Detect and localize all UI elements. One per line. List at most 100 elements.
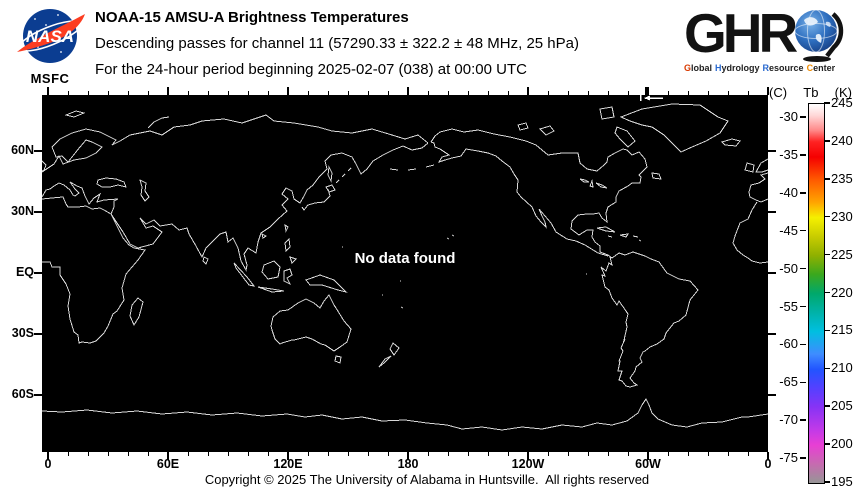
lon-minor-tick-bottom — [668, 452, 669, 456]
lon-label-120W: 120W — [511, 457, 545, 471]
colorbar-quantity-header: Tb — [803, 85, 819, 100]
copyright-text: Copyright © 2025 The University of Alaba… — [204, 472, 650, 487]
celsius-tick — [800, 154, 806, 156]
ghrc-logo: GHR Global Hydrology Resourc — [684, 2, 854, 73]
lon-label-0: 0 — [44, 457, 52, 471]
celsius-tick — [800, 305, 806, 308]
lon-minor-tick-bottom — [568, 452, 569, 456]
lon-tick-top — [287, 87, 289, 95]
lon-minor-tick-bottom — [548, 452, 549, 456]
world-map: No data found — [42, 95, 768, 452]
lat-label-30S: 30S — [11, 325, 34, 340]
lon-minor-tick-bottom — [68, 452, 69, 456]
ghrc-letters: GHR — [684, 2, 798, 64]
lon-minor-tick-bottom — [748, 452, 749, 456]
lon-minor-tick-bottom — [608, 452, 609, 456]
ghrc-subtitle-word: Global — [684, 63, 713, 73]
no-data-message: No data found — [354, 250, 456, 267]
lon-tick-bottom — [767, 452, 769, 460]
lon-minor-tick-bottom — [488, 452, 489, 456]
lat-tick-right — [768, 333, 776, 335]
colorbar-header: (C) Tb (K) — [769, 85, 852, 100]
colorbar — [808, 103, 825, 484]
lon-minor-tick-bottom — [388, 452, 389, 456]
lon-label-0: 0 — [764, 457, 772, 471]
lon-tick-bottom — [47, 452, 49, 460]
lat-tick-left — [34, 272, 42, 274]
lat-tick-right — [768, 394, 776, 396]
nasa-logo: NASA MSFC — [10, 5, 90, 86]
lat-tick-right — [768, 150, 776, 152]
ghrc-subtitle: Global Hydrology Resource Center — [684, 63, 854, 73]
celsius-tick — [800, 192, 806, 194]
kelvin-label-215: 215 — [831, 322, 853, 338]
kelvin-label-235: 235 — [831, 170, 853, 186]
lon-minor-tick-bottom — [148, 452, 149, 456]
ghrc-subtitle-word: Center — [806, 63, 836, 73]
lon-label-180: 180 — [397, 457, 419, 471]
lon-tick-bottom — [287, 452, 289, 460]
scan-marker-top-tick — [645, 87, 647, 95]
lon-tick-bottom — [647, 452, 649, 460]
lon-minor-tick-bottom — [228, 452, 229, 456]
colorbar-kelvin-header: (K) — [834, 85, 852, 100]
lon-minor-tick-bottom — [728, 452, 729, 456]
lon-label-120E: 120E — [273, 457, 303, 471]
coastlines-graphic — [42, 95, 768, 431]
lon-minor-tick-bottom — [248, 452, 249, 456]
lon-minor-tick-bottom — [328, 452, 329, 456]
kelvin-label-225: 225 — [831, 246, 853, 262]
lon-tick-bottom — [527, 452, 529, 460]
page-title: NOAA-15 AMSU-A Brightness Temperatures — [95, 9, 409, 26]
lon-minor-tick-bottom — [368, 452, 369, 456]
kelvin-label-240: 240 — [831, 132, 853, 148]
lat-tick-right — [768, 272, 776, 274]
celsius-tick — [800, 381, 806, 384]
kelvin-label-220: 220 — [831, 284, 853, 300]
lon-minor-tick-bottom — [128, 452, 129, 456]
lat-label-60N: 60N — [11, 143, 34, 157]
lon-tick-bottom — [167, 452, 169, 460]
lon-tick-top — [167, 87, 169, 95]
celsius-label--75: -75 — [779, 450, 798, 466]
lon-minor-tick-bottom — [188, 452, 189, 456]
lon-label-60E: 60E — [156, 457, 180, 471]
celsius-tick — [800, 267, 806, 270]
lon-tick-top — [527, 87, 529, 95]
lon-minor-tick-bottom — [108, 452, 109, 456]
lon-minor-tick-bottom — [88, 452, 89, 456]
lat-label-60S: 60S — [11, 386, 34, 401]
lat-tick-right — [768, 211, 776, 213]
kelvin-label-205: 205 — [831, 398, 853, 414]
lon-minor-tick-bottom — [308, 452, 309, 456]
lon-minor-tick-bottom — [448, 452, 449, 456]
lat-tick-left — [34, 211, 42, 213]
nasa-msfc-label: MSFC — [30, 71, 70, 86]
celsius-tick — [800, 229, 806, 232]
lon-label-60W: 60W — [635, 457, 661, 471]
lat-tick-left — [34, 333, 42, 335]
lon-tick-bottom — [407, 452, 409, 460]
celsius-tick — [800, 116, 806, 118]
lon-minor-tick-bottom — [428, 452, 429, 456]
lon-minor-tick-bottom — [468, 452, 469, 456]
ghrc-logo-top: GHR — [684, 2, 854, 64]
kelvin-label-230: 230 — [831, 208, 853, 224]
lat-label-30N: 30N — [11, 204, 34, 218]
lon-minor-tick-bottom — [348, 452, 349, 456]
title-subline-period: For the 24-hour period beginning 2025-02… — [95, 61, 527, 78]
lon-minor-tick-bottom — [508, 452, 509, 456]
lon-tick-top — [647, 87, 649, 95]
lon-minor-tick-bottom — [628, 452, 629, 456]
kelvin-label-200: 200 — [831, 436, 853, 452]
celsius-tick — [800, 457, 806, 459]
lon-tick-top — [47, 87, 49, 95]
ghrc-subtitle-word: Resource — [762, 63, 804, 73]
ghrc-globe-icon — [794, 9, 844, 62]
lat-tick-left — [34, 394, 42, 396]
lat-label-EQ: EQ — [15, 265, 34, 279]
kelvin-label-210: 210 — [831, 360, 853, 376]
scan-marker-arrow-icon — [639, 95, 663, 101]
title-subline-channel: Descending passes for channel 11 (57290.… — [95, 35, 579, 52]
